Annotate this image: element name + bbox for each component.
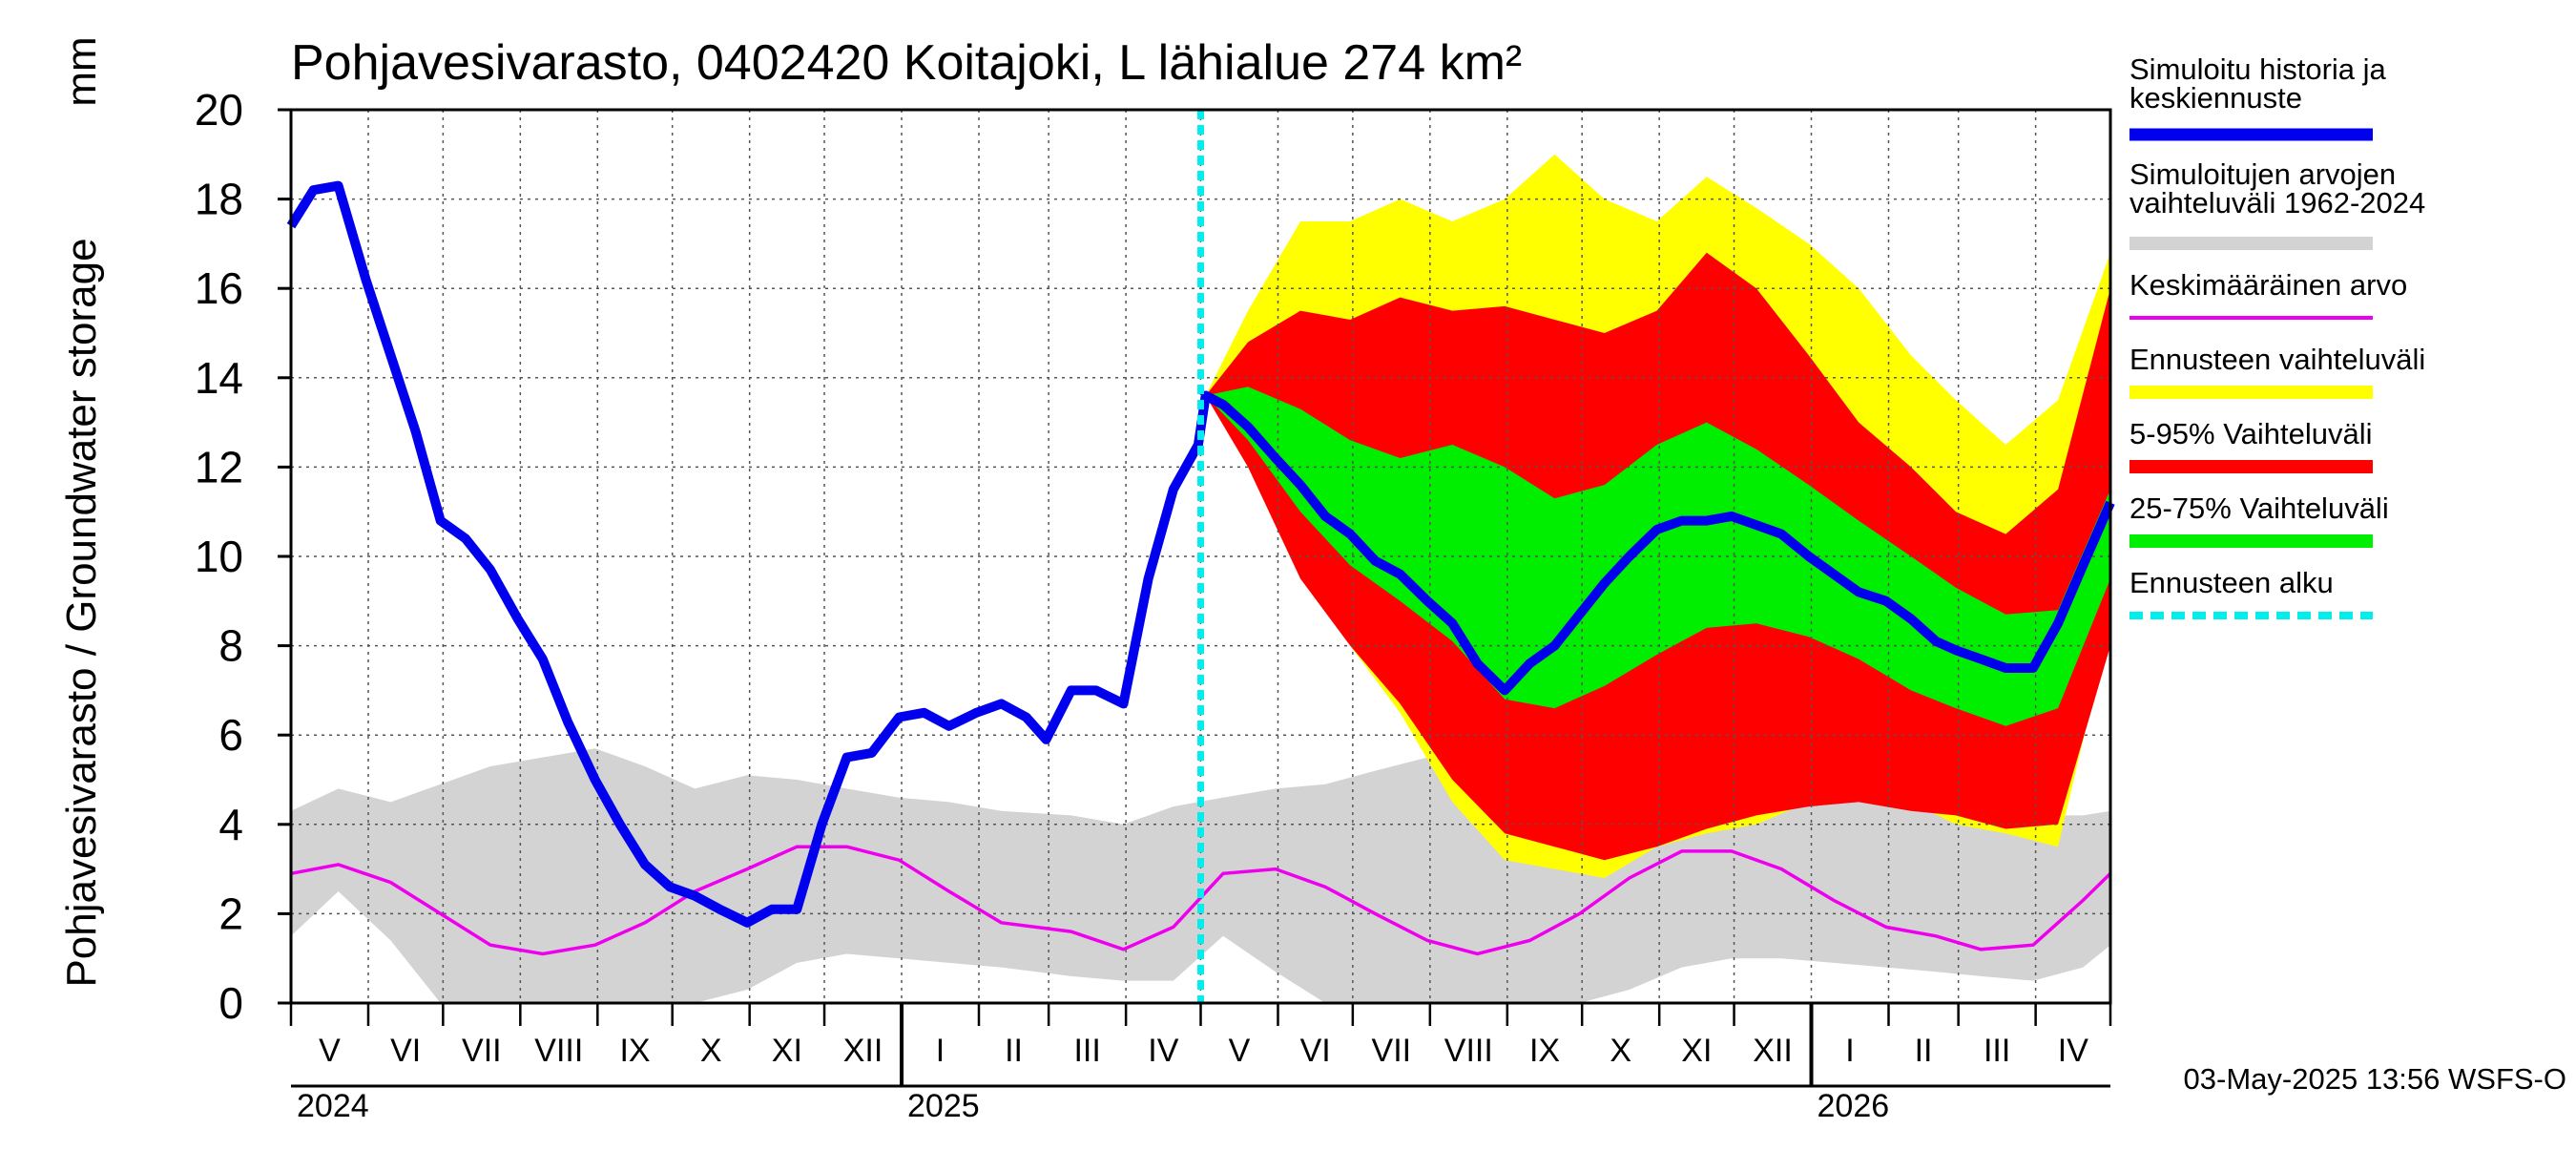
lines-layer [286,110,2115,1003]
month-label: I [1845,1033,1854,1069]
y-tick-label: 18 [195,175,243,224]
month-label: IX [619,1033,650,1069]
month-label: I [936,1033,945,1069]
month-label: V [1229,1033,1251,1069]
y-tick-label: 2 [218,889,243,938]
month-label: VIII [1444,1033,1493,1069]
month-label: II [1005,1033,1023,1069]
legend-label: Ennusteen alku [2129,566,2334,599]
year-label: 2025 [907,1088,980,1124]
legend-label: 5-95% Vaihteluväli [2129,417,2372,450]
y-tick-label: 6 [218,710,243,760]
y-tick-label: 8 [218,621,243,671]
y-tick-label: 20 [195,85,243,135]
y-axis-unit: mm [58,36,105,106]
legend-label: keskiennuste [2129,81,2302,115]
month-label: V [319,1033,341,1069]
month-label: XI [1681,1033,1712,1069]
y-axis-label: Pohjavesivarasto / Groundwater storage [58,238,105,987]
month-label: III [1984,1033,2010,1069]
y-ticks: 0 2 4 6 8 10 12 14 16 18 20 [195,85,291,1028]
y-tick-label: 10 [195,532,243,581]
month-label: VIII [534,1033,583,1069]
month-label: II [1915,1033,1933,1069]
legend-label: Simuloitujen arvojen [2129,157,2396,191]
month-label: XI [772,1033,802,1069]
month-label: VI [1300,1033,1331,1069]
month-label: IX [1529,1033,1560,1069]
month-label: XII [1753,1033,1793,1069]
month-label: III [1073,1033,1100,1069]
y-tick-label: 16 [195,263,243,313]
month-label: XII [843,1033,883,1069]
legend-label: Simuloitu historia ja [2129,52,2387,86]
year-label: 2024 [297,1088,369,1124]
month-label: IV [2058,1033,2088,1069]
legend-label: vaihteluväli 1962-2024 [2129,186,2425,220]
y-tick-label: 12 [195,442,243,491]
chart-title: Pohjavesivarasto, 0402420 Koitajoki, L l… [291,35,1522,91]
month-label: X [700,1033,722,1069]
footer-timestamp: 03-May-2025 13:56 WSFS-O [2184,1062,2566,1096]
y-tick-label: 14 [195,353,243,403]
bands-layer [291,154,2110,1003]
legend-label: Ennusteen vaihteluväli [2129,343,2425,376]
legend-label: Keskimääräinen arvo [2129,268,2407,302]
month-label: IV [1148,1033,1178,1069]
y-tick-label: 0 [218,978,243,1028]
legend-label: 25-75% Vaihteluväli [2129,491,2389,525]
y-tick-label: 4 [218,800,243,849]
year-label: 2026 [1818,1088,1890,1124]
x-axis: V VI VII VIII IX X XI XII I II III IV V VI VII VIII IX X X… [289,1003,2112,1124]
month-label: X [1610,1033,1631,1069]
month-label: VI [390,1033,421,1069]
series-keskimaarainen-arvo [290,845,2112,956]
month-label: VII [462,1033,502,1069]
month-label: VII [1372,1033,1412,1069]
